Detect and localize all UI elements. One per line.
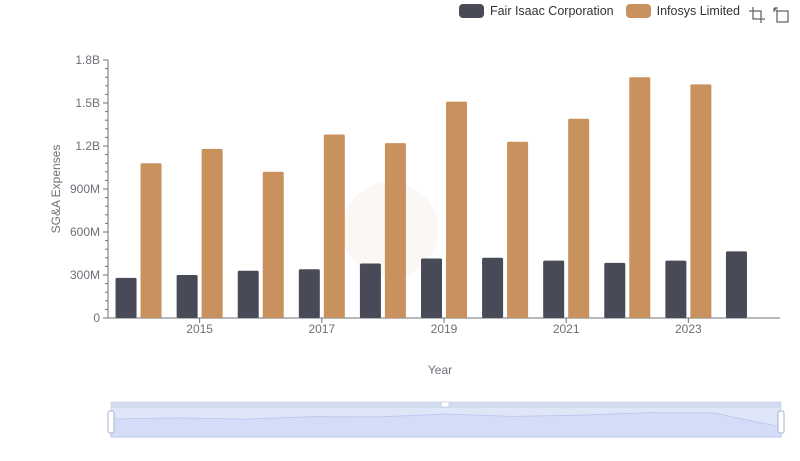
x-tick-label: 2023 (675, 322, 702, 336)
bar-fair-isaac[interactable] (237, 270, 259, 318)
legend-item-infosys[interactable]: Infosys Limited (625, 4, 740, 18)
bar-infosys[interactable] (201, 148, 223, 318)
legend-swatch-fair-isaac (458, 4, 484, 18)
bar-infosys[interactable] (262, 171, 284, 318)
bar-fair-isaac[interactable] (176, 275, 198, 318)
legend-label-infosys: Infosys Limited (656, 4, 740, 18)
zoom-slider-selection[interactable] (111, 408, 781, 437)
bar-fair-isaac[interactable] (604, 262, 626, 318)
bar-infosys[interactable] (140, 163, 162, 318)
legend-label-fair-isaac: Fair Isaac Corporation (489, 4, 614, 18)
bar-fair-isaac[interactable] (298, 269, 320, 318)
y-tick-label: 600M (70, 225, 100, 239)
bar-infosys[interactable] (323, 134, 345, 318)
zoom-slider-drag-handle[interactable] (440, 401, 450, 408)
legend-item-fair-isaac[interactable]: Fair Isaac Corporation (458, 4, 614, 18)
zoom-slider-handle-right[interactable] (777, 410, 785, 434)
toolbox (748, 6, 790, 24)
bar-fair-isaac[interactable] (359, 263, 381, 318)
y-axis-title: SG&A Expenses (49, 145, 63, 234)
x-axis-title: Year (428, 363, 452, 377)
bar-infosys[interactable] (629, 77, 651, 318)
y-tick-label: 1.5B (75, 96, 100, 110)
bar-infosys[interactable] (690, 84, 712, 318)
bar-fair-isaac[interactable] (115, 277, 137, 318)
y-tick-label: 900M (70, 182, 100, 196)
bar-fair-isaac[interactable] (421, 258, 442, 318)
x-tick-label: 2019 (431, 322, 458, 336)
legend-swatch-infosys (625, 4, 651, 18)
x-tick-label: 2017 (308, 322, 335, 336)
x-tick-label: 2015 (186, 322, 213, 336)
legend: Fair Isaac Corporation Infosys Limited (458, 4, 740, 18)
bar-infosys[interactable] (446, 101, 467, 318)
bar-infosys[interactable] (568, 118, 590, 319)
bar-fair-isaac[interactable] (482, 257, 504, 318)
y-tick-label: 0 (93, 311, 100, 325)
x-tick-label: 2021 (553, 322, 580, 336)
bar-fair-isaac[interactable] (543, 260, 565, 318)
bar-fair-isaac[interactable] (665, 260, 687, 318)
zoom-slider-preview (110, 412, 782, 438)
zoom-slider-handle-left[interactable] (107, 410, 115, 434)
y-tick-label: 1.8B (75, 53, 100, 67)
y-tick-label: 300M (70, 268, 100, 282)
bar-fair-isaac[interactable] (725, 251, 747, 318)
zoom-reset-icon[interactable] (772, 6, 790, 24)
y-tick-label: 1.2B (75, 139, 100, 153)
bar-infosys[interactable] (507, 141, 529, 318)
zoom-icon[interactable] (748, 6, 766, 24)
bar-infosys[interactable] (384, 143, 406, 318)
